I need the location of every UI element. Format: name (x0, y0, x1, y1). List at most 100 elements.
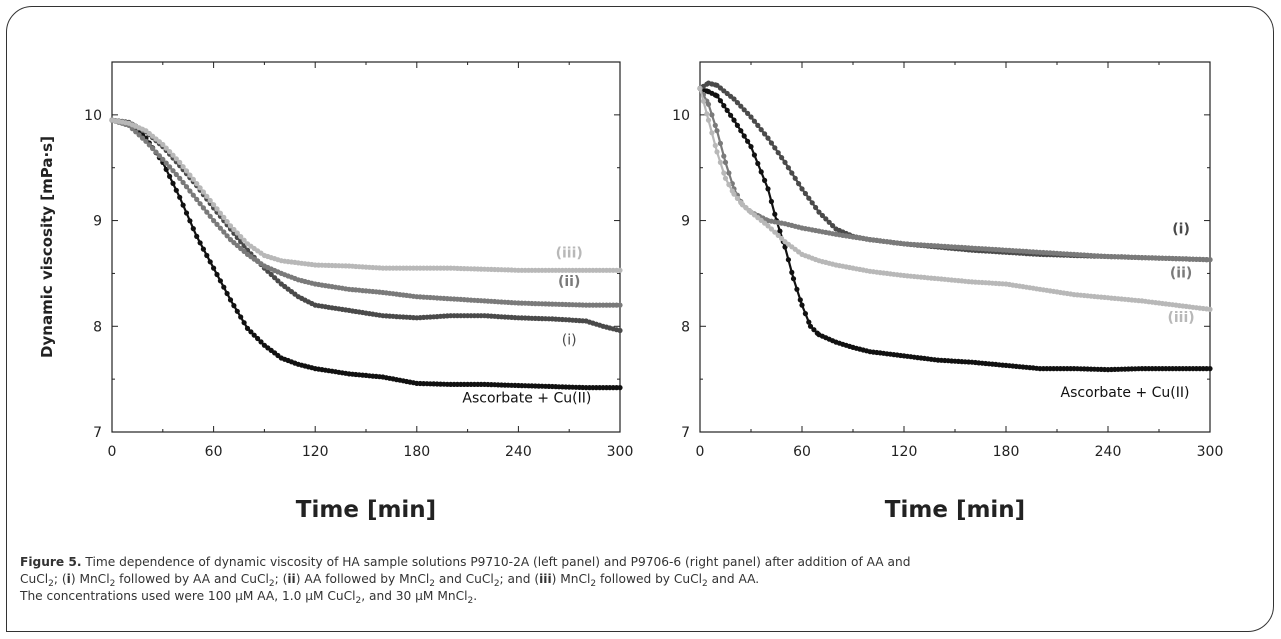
series-annotation: (ii) (1170, 266, 1192, 282)
data-point (207, 213, 213, 219)
data-point (231, 303, 237, 309)
data-point (809, 200, 815, 206)
data-point (731, 96, 737, 102)
caption-fragment: ; and ( (499, 572, 540, 586)
data-point (241, 237, 247, 243)
caption-fragment: and CuCl (435, 572, 494, 586)
data-point (227, 297, 234, 303)
data-point (204, 252, 210, 259)
series-2 (697, 80, 1213, 263)
data-point (799, 302, 805, 308)
data-point (772, 145, 778, 151)
data-point (180, 164, 186, 170)
data-point (136, 132, 142, 138)
caption-fragment: , and 30 μM MnCl (361, 589, 468, 603)
data-point (717, 140, 724, 146)
data-point (234, 230, 240, 236)
data-point (197, 185, 203, 191)
data-point (207, 259, 213, 265)
data-point (183, 184, 190, 190)
series-annotation: (iii) (1167, 310, 1194, 326)
y-axis-label: Dynamic viscosity [mPa·s] (38, 136, 56, 358)
data-point (816, 209, 822, 215)
data-point (194, 181, 200, 187)
data-point (217, 225, 223, 231)
data-point (823, 216, 829, 222)
series-line (699, 87, 1210, 371)
data-point (200, 189, 206, 195)
data-point (813, 204, 819, 211)
data-point (806, 319, 812, 325)
data-point (211, 202, 217, 208)
data-point (214, 271, 220, 278)
data-point (224, 233, 230, 239)
data-point (709, 130, 715, 136)
data-point (765, 186, 771, 192)
y-tick-label: 7 (681, 425, 690, 441)
data-point (705, 117, 712, 123)
caption-subscript: 2 (48, 579, 54, 589)
data-point (190, 176, 196, 182)
data-point (748, 144, 754, 150)
series-annotation: Ascorbate + Cu(II) (462, 390, 591, 406)
data-point (765, 223, 771, 229)
data-point (775, 232, 781, 238)
data-point (712, 142, 718, 149)
data-point (755, 122, 761, 128)
data-point (797, 297, 803, 303)
data-point (709, 112, 715, 118)
caption-text: Time dependence of dynamic viscosity of … (85, 555, 911, 569)
data-point (163, 145, 169, 151)
series-3 (109, 117, 623, 308)
data-point (779, 235, 785, 242)
data-point (167, 173, 173, 179)
data-point (173, 171, 179, 178)
series-2 (109, 117, 623, 334)
data-point (200, 246, 206, 252)
x-tick-label: 0 (696, 444, 705, 460)
data-point (133, 129, 139, 135)
series-1 (109, 117, 623, 391)
caption-subscript: 2 (429, 579, 435, 589)
data-point (704, 111, 710, 117)
data-point (830, 223, 836, 229)
series-line (111, 119, 620, 389)
data-point (745, 138, 751, 144)
x-tick-label: 120 (891, 444, 918, 460)
y-tick-label: 8 (681, 319, 690, 335)
data-point (762, 177, 768, 183)
data-point (227, 223, 234, 229)
data-point (802, 190, 809, 197)
data-point (268, 271, 274, 278)
data-point (807, 323, 814, 329)
data-point (146, 142, 152, 148)
x-axis-label: Time [min] (885, 497, 1025, 523)
data-point (204, 209, 210, 215)
y-tick-label: 9 (93, 214, 102, 230)
data-point (785, 165, 792, 171)
data-point (794, 286, 800, 292)
data-point (187, 172, 193, 178)
data-point (255, 335, 261, 342)
data-point (224, 290, 230, 297)
data-point (143, 138, 149, 144)
y-tick-label: 10 (672, 108, 690, 124)
caption-fragment: ) MnCl (551, 572, 591, 586)
data-point (211, 265, 217, 271)
data-point (1207, 306, 1213, 312)
data-point (224, 219, 230, 225)
data-point (227, 237, 234, 243)
series-3 (697, 85, 1213, 263)
data-point (758, 169, 764, 175)
data-point (748, 114, 754, 120)
y-tick-label: 10 (84, 108, 102, 124)
data-point (251, 332, 257, 338)
data-point (741, 107, 747, 113)
data-point (173, 156, 179, 162)
data-point (214, 221, 220, 227)
data-point (768, 226, 775, 232)
data-point (275, 278, 281, 284)
data-point (819, 212, 826, 219)
data-point (714, 93, 720, 99)
data-point (777, 228, 783, 234)
